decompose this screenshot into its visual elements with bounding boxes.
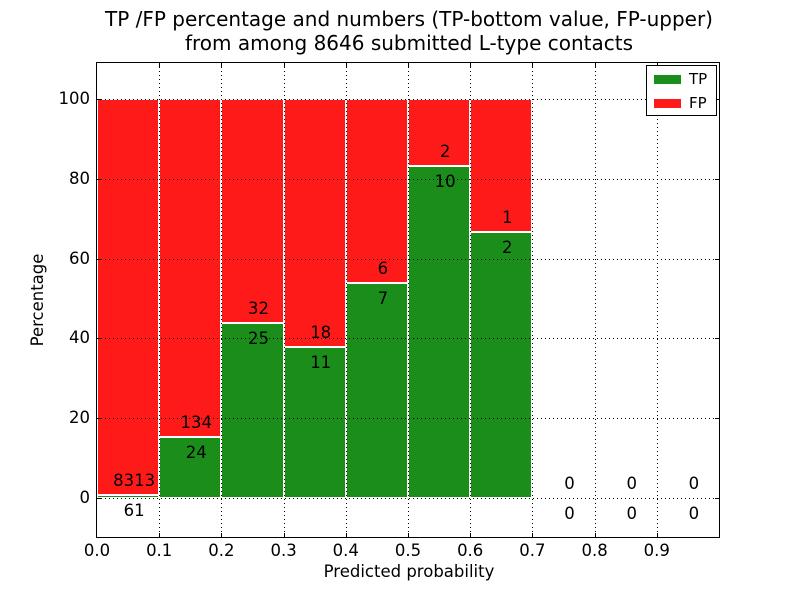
y-tick-label: 100 [58, 89, 91, 108]
bar-fp [159, 99, 222, 438]
x-tick-label: 0.4 [332, 541, 359, 560]
tp-count-label: 25 [248, 329, 269, 348]
bar-tp [159, 437, 222, 498]
tp-count-label: 2 [502, 238, 513, 257]
fp-count-label: 134 [180, 413, 213, 433]
x-tick-label: 0.7 [519, 541, 546, 560]
y-tick-label: 0 [79, 488, 91, 507]
tp-count-label: 0 [688, 504, 700, 523]
tick-mark [532, 63, 534, 67]
tick-mark [532, 533, 534, 537]
bar-tp [97, 495, 160, 498]
bar-fp [283, 99, 346, 347]
grid-line-v [283, 63, 285, 537]
fp-count-label: 0 [564, 474, 575, 493]
x-tick-label: 0.5 [394, 541, 422, 560]
grid-line-v [470, 63, 472, 537]
tick-mark [97, 338, 101, 340]
tick-mark [594, 63, 596, 67]
y-axis-label: Percentage [28, 253, 47, 347]
tick-mark [159, 63, 161, 67]
x-tick-label: 0.6 [457, 541, 484, 560]
tick-mark [97, 178, 101, 180]
tp-count-label: 0 [626, 504, 637, 523]
tick-mark [470, 63, 472, 67]
tp-count-label: 11 [310, 352, 332, 372]
x-tick-label: 0.8 [581, 541, 608, 560]
grid-line-v [159, 63, 161, 537]
chart-title: TP /FP percentage and numbers (TP-bottom… [97, 7, 721, 55]
tick-mark [97, 99, 101, 100]
tp-count-label: 0 [564, 504, 575, 523]
fp-count-label: 0 [688, 474, 700, 493]
bar-tp [221, 323, 284, 498]
y-tick-label: 20 [69, 408, 90, 428]
y-tick-label: 40 [69, 328, 90, 348]
tick-mark [221, 63, 223, 67]
tick-mark [408, 63, 409, 67]
tick-mark [715, 418, 719, 420]
fp-count-label: 18 [310, 322, 332, 342]
legend-label-tp: TP [689, 70, 708, 88]
bar-fp [221, 99, 284, 323]
tick-mark [97, 498, 101, 499]
chart-title-line1: TP /FP percentage and numbers (TP-bottom… [105, 7, 713, 31]
bar-fp [345, 99, 408, 284]
tick-mark [283, 63, 285, 67]
x-tick-label: 0.2 [208, 541, 235, 560]
fp-count-label: 8313 [113, 471, 156, 491]
fp-count-label: 6 [377, 259, 389, 279]
tick-mark [594, 533, 596, 537]
legend: TP FP [646, 65, 717, 116]
y-tick-label: 80 [69, 168, 90, 188]
fp-count-label: 1 [502, 208, 513, 227]
tp-count-label: 61 [123, 501, 145, 521]
tick-mark [656, 533, 658, 537]
grid-line-v [345, 63, 347, 537]
fp-count-label: 0 [626, 474, 637, 493]
grid-line-v [408, 63, 409, 537]
plot-area: 8313 61 134 24 32 25 18 11 6 7 2 10 1 2 0 0 0 0 0 0 TP FP [96, 62, 720, 538]
tick-mark [408, 533, 409, 537]
x-tick-label: 0.9 [643, 541, 670, 560]
bar-tp [470, 232, 533, 498]
chart-title-line2: from among 8646 submitted L-type contact… [184, 31, 634, 55]
tick-mark [221, 533, 223, 537]
legend-swatch-fp [654, 99, 681, 108]
tick-mark [715, 99, 719, 100]
grid-line-v [532, 63, 534, 537]
tick-mark [159, 533, 161, 537]
tick-mark [715, 498, 719, 499]
tick-mark [470, 533, 472, 537]
tick-mark [715, 258, 719, 260]
y-tick-label: 60 [69, 248, 90, 268]
legend-swatch-tp [654, 75, 681, 84]
bar-tp [408, 165, 471, 498]
tick-mark [97, 418, 101, 420]
x-tick-label: 0.3 [270, 541, 297, 560]
tp-count-label: 10 [434, 171, 456, 191]
grid-line-v [221, 63, 223, 537]
grid-line-v [656, 63, 658, 537]
tick-mark [345, 533, 347, 537]
bar-fp [97, 99, 160, 496]
tp-count-label: 7 [377, 289, 389, 309]
tick-mark [345, 63, 347, 67]
x-tick-label: 0.1 [146, 541, 173, 560]
tick-mark [283, 533, 285, 537]
x-tick-label: 0.0 [83, 541, 111, 560]
x-axis-label: Predicted probability [323, 562, 495, 581]
tick-mark [97, 258, 101, 260]
grid-line-v [594, 63, 596, 537]
tick-mark [715, 338, 719, 340]
bar-fp [470, 99, 533, 232]
legend-label-fp: FP [689, 94, 707, 112]
fp-count-label: 32 [248, 299, 269, 318]
fp-count-label: 2 [439, 141, 451, 161]
tick-mark [715, 178, 719, 180]
tp-count-label: 24 [185, 443, 207, 463]
bar-tp [345, 283, 408, 498]
